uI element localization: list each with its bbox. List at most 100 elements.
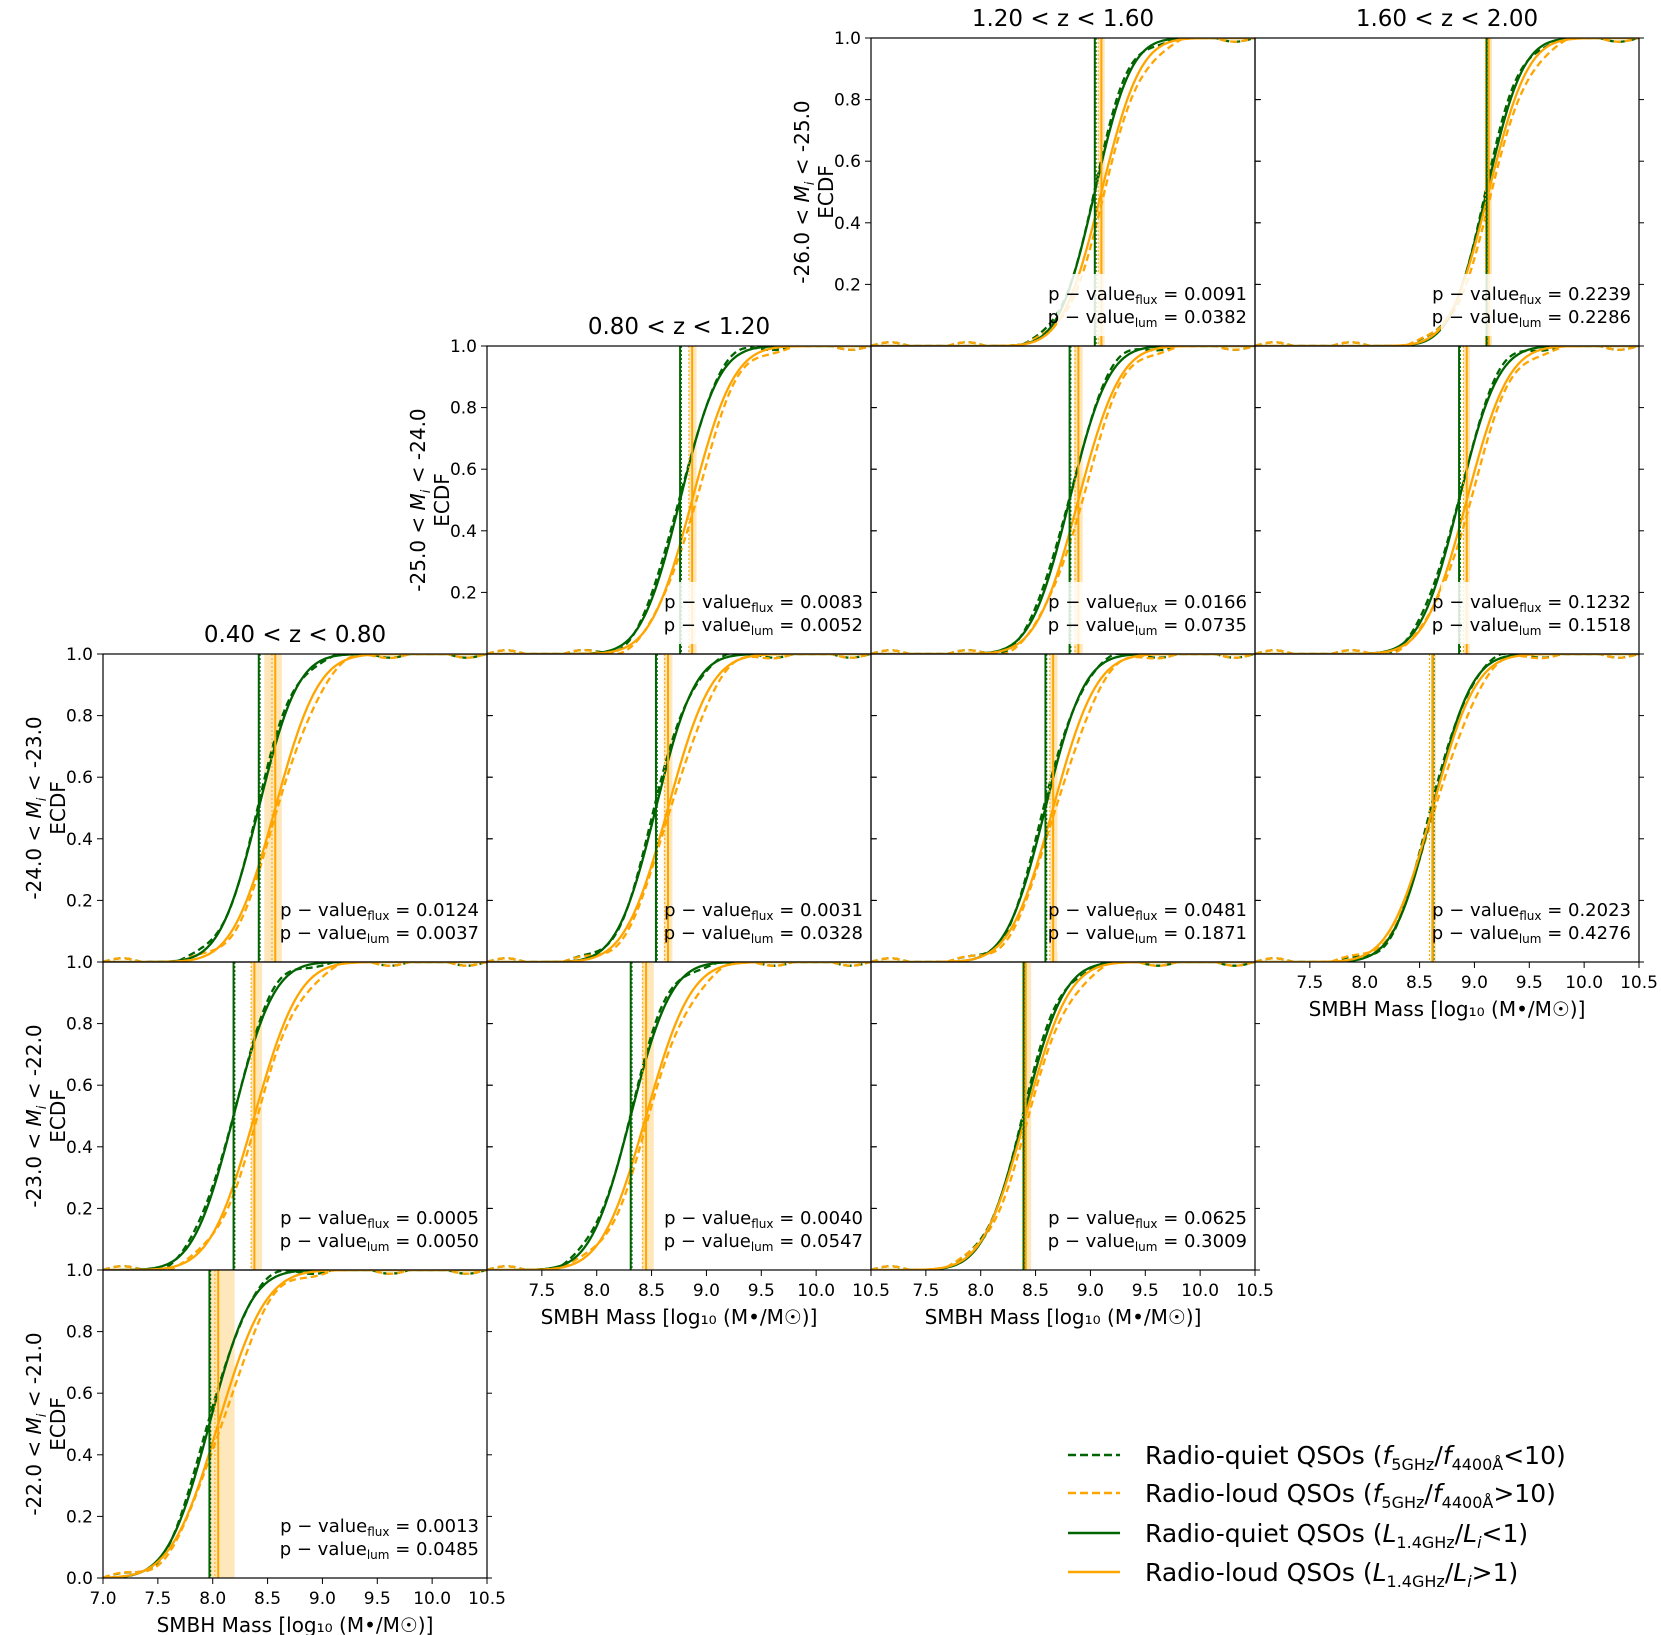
x-tick-label: 10.5 (1620, 973, 1658, 993)
radio-loud-lum-curve (871, 962, 1255, 1270)
x-tick-label: 9.5 (1516, 973, 1543, 993)
y-tick-label: 0.2 (66, 1199, 93, 1219)
column-title: 0.80 < z < 1.20 (588, 314, 770, 340)
radio-loud-flux-curve (103, 962, 487, 1270)
radio-quiet-lum-curve (871, 654, 1255, 962)
pvalue-lum-text: p − valuelum = 0.2286 (1432, 307, 1631, 330)
y-tick-label: 0.8 (834, 91, 861, 111)
x-tick-label: 8.0 (199, 1589, 226, 1609)
x-tick-label: 8.0 (583, 1281, 610, 1301)
x-tick-label: 10.0 (797, 1281, 835, 1301)
legend-entry-radio-loud-flux: Radio-loud QSOs (f5GHz/f4400Å>10) (1068, 1479, 1556, 1512)
pvalue-lum-text: p − valuelum = 0.0735 (1048, 615, 1247, 638)
y-tick-label: 0.6 (834, 152, 861, 172)
x-tick-label: 7.5 (1296, 973, 1323, 993)
x-tick-label: 10.5 (852, 1281, 890, 1301)
x-tick-label: 8.5 (638, 1281, 665, 1301)
y-tick-label: 0.6 (450, 460, 477, 480)
column-title: 1.20 < z < 1.60 (972, 6, 1154, 32)
radio-loud-flux-curve (103, 654, 487, 962)
pvalue-box (1057, 274, 1253, 336)
panel-plot-area (487, 962, 871, 1270)
x-axis-label: SMBH Mass [log₁₀ (M•/M☉)] (925, 1305, 1202, 1329)
x-tick-label: 8.5 (1406, 973, 1433, 993)
radio-loud-flux-curve (871, 346, 1255, 654)
pvalue-flux-text: p − valueflux = 0.0124 (280, 900, 479, 923)
legend: Radio-quiet QSOs (f5GHz/f4400Å<10) Radio… (1068, 1441, 1566, 1591)
column-title: 1.60 < z < 2.00 (1356, 6, 1538, 32)
pvalue-lum-text: p − valuelum = 0.0050 (280, 1231, 479, 1254)
y-tick-label: 0.4 (66, 1138, 93, 1158)
pvalue-lum-text: p − valuelum = 0.0052 (664, 615, 863, 638)
radio-quiet-lum-curve (103, 1270, 487, 1578)
y-tick-label: 0.6 (66, 768, 93, 788)
radio-loud-flux-curve (103, 1270, 487, 1578)
row-label: -23.0 < Mi < -22.0 (22, 1024, 50, 1207)
x-tick-label: 9.5 (364, 1589, 391, 1609)
x-tick-label: 9.0 (1461, 973, 1488, 993)
y-tick-label: 0.4 (450, 522, 477, 542)
axis-labels: 0.40 < z < 0.80 0.80 < z < 1.20 1.20 < z <… (22, 6, 1538, 1516)
panel-frame (102, 1269, 488, 1579)
pvalue-lum-text: p − valuelum = 0.1518 (1432, 615, 1631, 638)
svg-text:Radio-quiet QSOs (L1.4GHz/Li<1: Radio-quiet QSOs (L1.4GHz/Li<1) (1145, 1519, 1528, 1552)
y-tick-label: 0.4 (66, 1446, 93, 1466)
x-tick-label: 9.0 (309, 1589, 336, 1609)
x-tick-label: 10.5 (1236, 1281, 1274, 1301)
y-tick-label: 0.2 (450, 583, 477, 603)
pvalue-lum-text: p − valuelum = 0.4276 (1432, 923, 1631, 946)
x-axis-label: SMBH Mass [log₁₀ (M•/M☉)] (157, 1613, 434, 1635)
svg-text:Radio-quiet QSOs (f5GHz/f4400Å: Radio-quiet QSOs (f5GHz/f4400Å<10) (1145, 1441, 1566, 1474)
x-tick-label: 8.0 (1351, 973, 1378, 993)
y-tick-label: 0.8 (66, 1323, 93, 1343)
x-tick-label: 10.5 (468, 1589, 506, 1609)
x-tick-label: 7.5 (528, 1281, 555, 1301)
y-tick-label: 0.4 (66, 830, 93, 850)
pvalue-box (673, 890, 869, 952)
y-tick-label: 0.8 (66, 1015, 93, 1035)
x-tick-label: 10.0 (1565, 973, 1603, 993)
radio-quiet-lum-curve (1255, 346, 1639, 654)
pvalue-box (1441, 274, 1637, 336)
panel-plot-area (103, 962, 487, 1270)
pvalue-lum-text: p − valuelum = 0.0485 (280, 1539, 479, 1562)
y-tick-label: 0.4 (834, 214, 861, 234)
radio-quiet-lum-curve (487, 346, 871, 654)
radio-loud-lum-curve (487, 962, 871, 1270)
x-tick-label: 7.5 (912, 1281, 939, 1301)
panel-plot-area (871, 962, 1255, 1270)
x-tick-label: 7.0 (89, 1589, 116, 1609)
y-tick-label: 1.0 (66, 1261, 93, 1281)
pvalue-flux-text: p − valueflux = 0.0083 (664, 592, 863, 615)
y-tick-label: 1.0 (450, 337, 477, 357)
panel-frame (870, 961, 1256, 1271)
radio-loud-flux-curve (1255, 346, 1639, 654)
x-tick-label: 9.0 (1077, 1281, 1104, 1301)
y-axis-label: ECDF (814, 165, 838, 219)
pvalue-lum-text: p − valuelum = 0.0037 (280, 923, 479, 946)
pvalue-box (1441, 890, 1637, 952)
pvalue-box (1057, 1198, 1253, 1260)
legend-entry-radio-loud-lum: Radio-loud QSOs (L1.4GHz/Li>1) (1068, 1558, 1518, 1591)
pvalue-flux-text: p − valueflux = 0.0166 (1048, 592, 1247, 615)
x-axis-label: SMBH Mass [log₁₀ (M•/M☉)] (541, 1305, 818, 1329)
y-tick-label: 0.8 (450, 399, 477, 419)
y-tick-label: 0.2 (834, 275, 861, 295)
x-tick-label: 8.5 (254, 1589, 281, 1609)
y-tick-label: 0.8 (66, 707, 93, 727)
pvalue-flux-text: p − valueflux = 0.2023 (1432, 900, 1631, 923)
panel-plot-area (103, 1270, 487, 1578)
